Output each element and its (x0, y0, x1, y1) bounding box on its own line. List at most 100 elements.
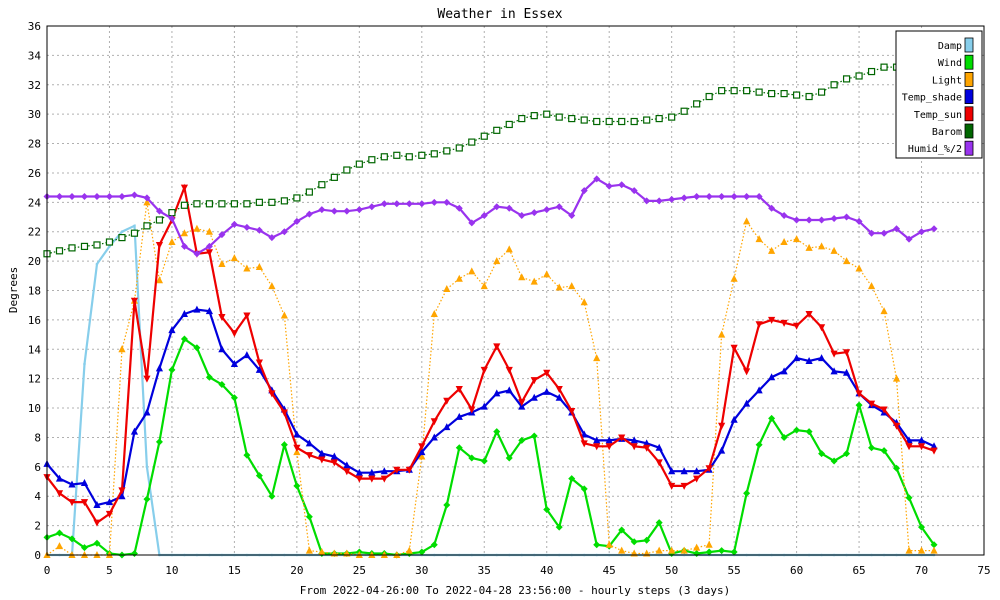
series-temp-sun (43, 183, 938, 527)
data-point-humid-2 (455, 204, 463, 212)
data-point-barom (792, 91, 801, 99)
data-point-wind (518, 436, 526, 444)
y-tick-label: 0 (34, 549, 41, 562)
data-point-temp-sun (930, 447, 938, 455)
data-point-humid-2 (80, 192, 88, 200)
data-point-humid-2 (930, 225, 938, 233)
y-tick-label: 36 (28, 20, 41, 33)
data-point-humid-2 (480, 212, 488, 220)
data-point-wind (305, 513, 313, 521)
data-point-temp-shade (817, 354, 826, 362)
data-point-light (268, 282, 276, 290)
x-tick-label: 35 (478, 564, 491, 577)
data-point-humid-2 (705, 192, 713, 200)
data-point-wind (893, 464, 901, 472)
data-point-humid-2 (193, 250, 201, 258)
data-point-light (455, 274, 463, 282)
y-tick-label: 32 (28, 79, 41, 92)
data-point-light (917, 546, 926, 554)
data-point-light (593, 354, 601, 362)
data-point-temp-shade (193, 305, 201, 313)
data-point-temp-sun (643, 444, 651, 452)
data-point-humid-2 (855, 217, 863, 225)
data-point-temp-sun (755, 321, 763, 329)
data-point-light (55, 542, 64, 550)
data-point-wind (443, 501, 451, 509)
legend-swatch (964, 140, 974, 156)
data-point-barom (255, 198, 263, 206)
x-tick-label: 15 (228, 564, 241, 577)
data-point-light (855, 264, 863, 272)
data-point-wind (830, 457, 838, 465)
legend-swatch (964, 72, 974, 87)
y-tick-label: 6 (34, 461, 41, 474)
data-point-light (405, 546, 413, 554)
data-point-temp-sun (905, 443, 913, 451)
legend-swatch (964, 89, 974, 104)
data-point-temp-sun (105, 510, 114, 518)
data-point-barom (743, 87, 751, 95)
data-point-wind (280, 441, 288, 449)
data-point-barom (842, 75, 851, 83)
x-axis-label: From 2022-04-26:00 To 2022-04-28 23:56:0… (300, 584, 730, 597)
data-point-humid-2 (305, 210, 313, 218)
data-point-wind (930, 541, 938, 549)
data-point-light (518, 273, 526, 281)
data-point-wind (93, 539, 101, 547)
data-point-wind (80, 544, 88, 552)
data-point-barom (105, 238, 114, 246)
data-point-temp-shade (605, 436, 613, 444)
data-point-temp-sun (230, 330, 238, 338)
data-point-temp-shade (343, 461, 351, 469)
data-point-temp-sun (118, 487, 126, 495)
data-point-light (780, 238, 788, 246)
data-point-temp-sun (830, 350, 838, 358)
data-point-temp-shade (505, 386, 513, 394)
data-point-temp-sun (780, 319, 788, 327)
data-point-wind (455, 444, 463, 452)
series-line-temp-sun (46, 183, 935, 525)
data-point-barom (805, 92, 813, 101)
data-point-humid-2 (830, 214, 838, 222)
data-point-wind (543, 505, 551, 513)
data-point-temp-shade (355, 468, 363, 476)
data-point-wind (205, 373, 213, 381)
data-point-barom (355, 160, 363, 168)
data-point-temp-sun (455, 385, 463, 393)
legend-swatch (964, 37, 974, 53)
data-point-light (930, 546, 938, 554)
data-point-wind (155, 438, 163, 446)
data-point-humid-2 (868, 229, 876, 237)
series-group (43, 62, 938, 559)
data-point-temp-sun (330, 459, 338, 467)
data-point-barom (305, 188, 313, 196)
data-point-barom (118, 234, 126, 242)
data-point-light (555, 283, 563, 291)
data-point-temp-sun (505, 366, 513, 374)
data-point-barom (830, 81, 838, 89)
data-point-wind (418, 548, 426, 556)
plot-frame (46, 25, 985, 556)
data-point-light (193, 224, 201, 232)
data-point-wind (580, 485, 588, 493)
data-point-temp-shade (118, 492, 126, 500)
series-line-barom (46, 65, 934, 255)
data-point-light (243, 264, 251, 272)
data-point-temp-shade (330, 452, 338, 460)
data-point-temp-sun (530, 377, 538, 385)
data-point-wind (793, 426, 801, 434)
data-point-barom (230, 200, 238, 208)
data-point-temp-sun (218, 313, 226, 321)
data-point-temp-sun (305, 452, 313, 460)
data-point-temp-sun (430, 418, 438, 426)
data-point-wind (705, 548, 713, 556)
data-point-barom (218, 200, 226, 208)
data-point-barom (593, 117, 601, 126)
data-point-light (680, 546, 688, 554)
data-point-light (318, 548, 326, 556)
data-point-barom (730, 87, 738, 95)
data-point-wind (768, 414, 776, 422)
data-point-barom (568, 114, 576, 123)
